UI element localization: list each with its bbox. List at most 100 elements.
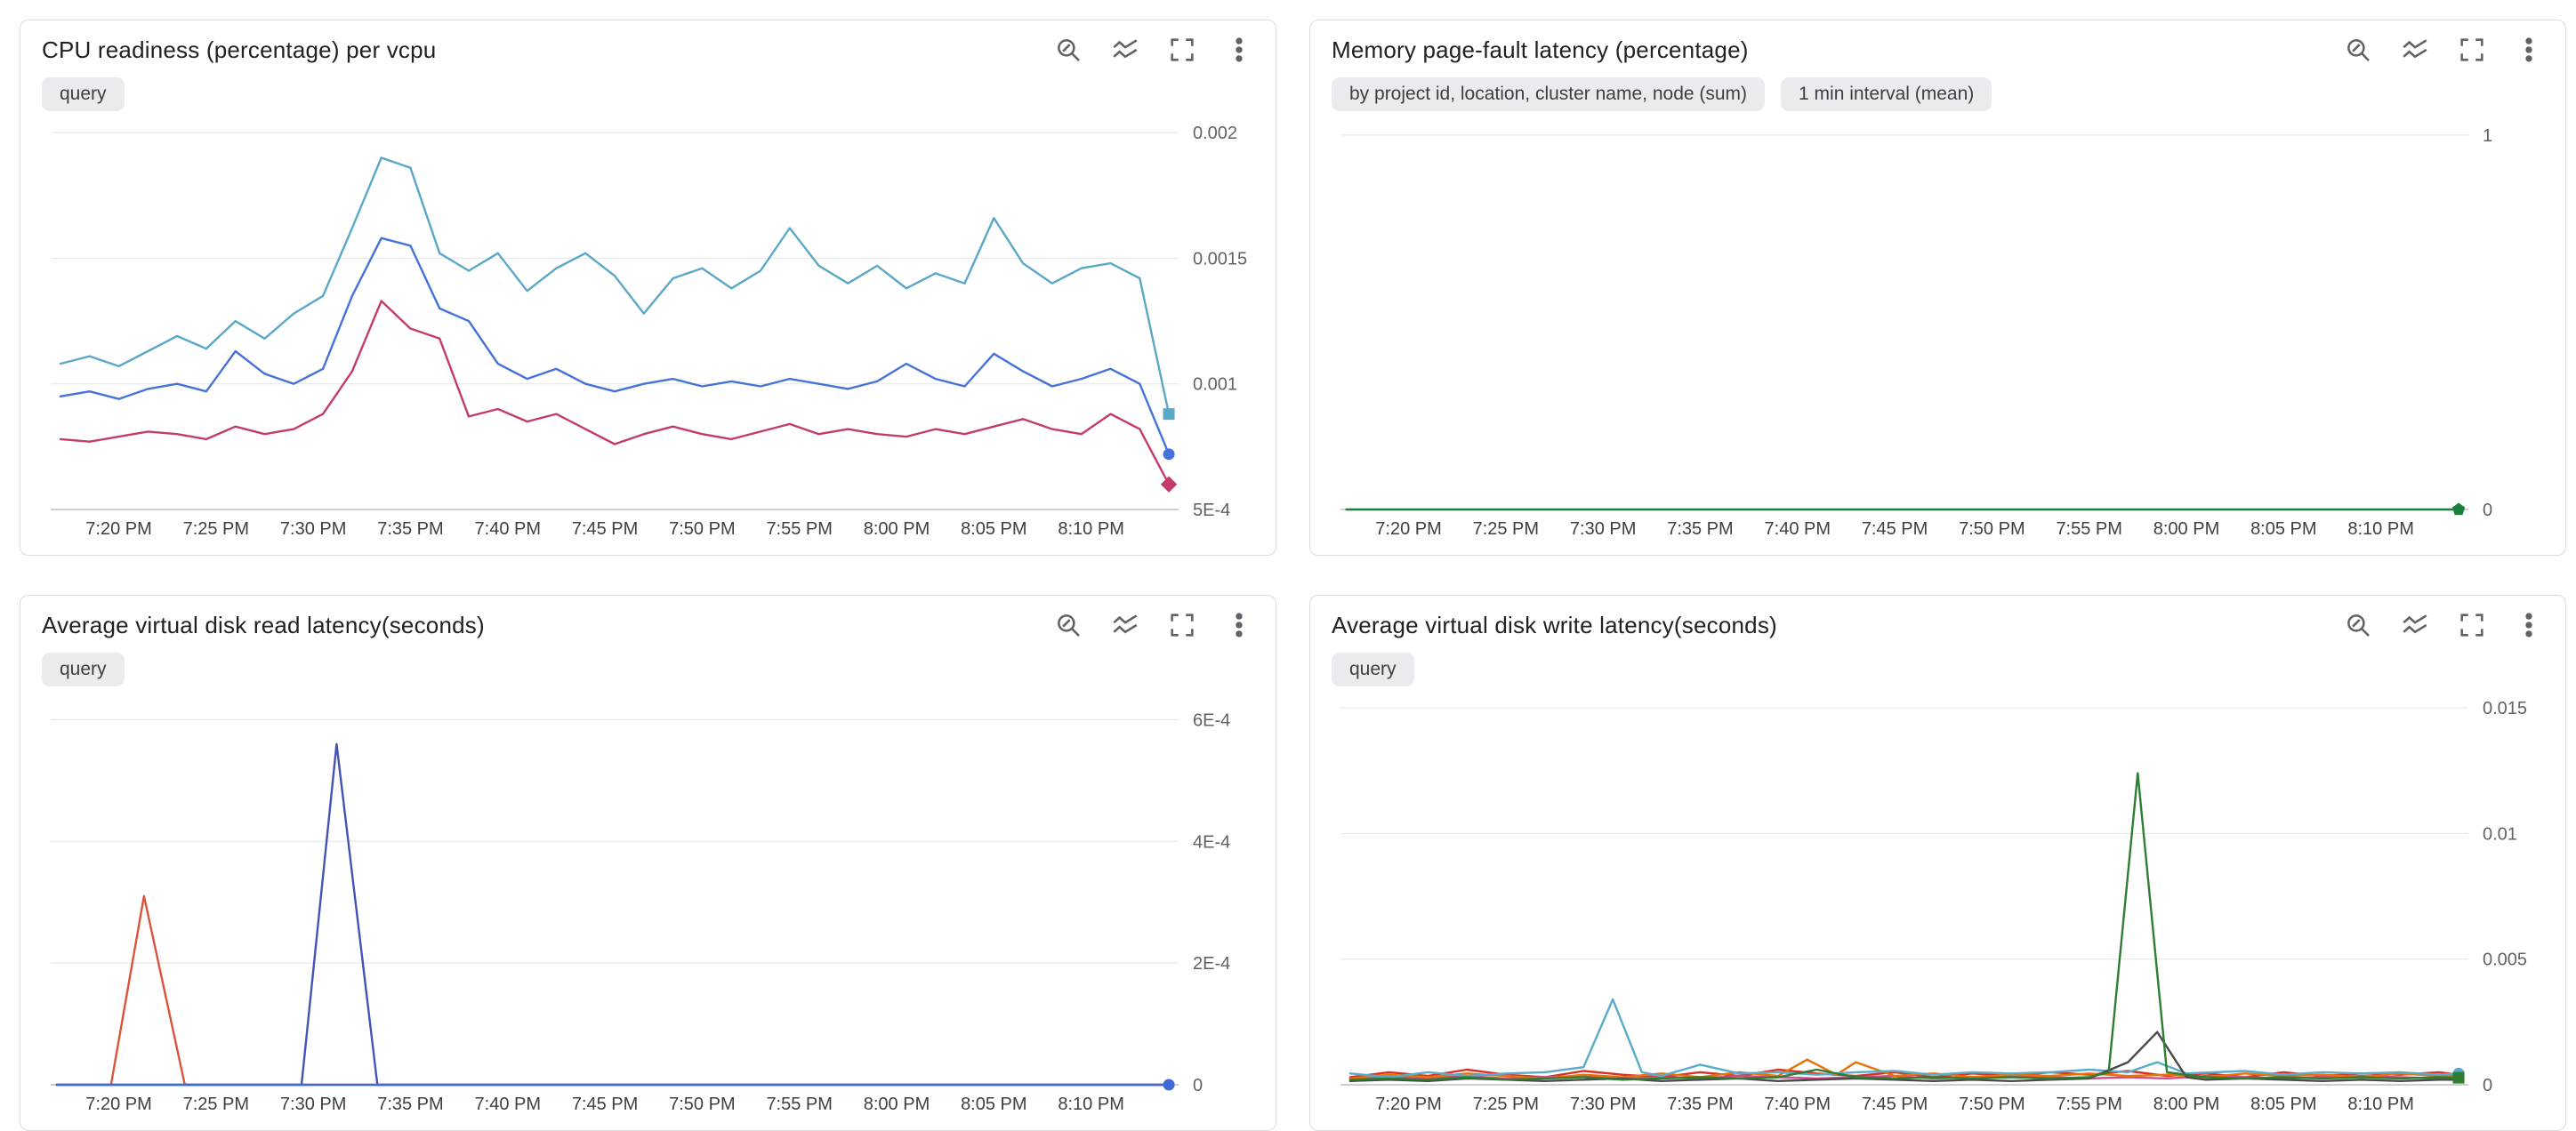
card-header: Memory page-fault latency (percentage) [1332, 35, 2544, 65]
svg-text:7:55 PM: 7:55 PM [766, 1095, 832, 1114]
card-header: Average virtual disk read latency(second… [42, 610, 1254, 640]
card-header: Average virtual disk write latency(secon… [1332, 610, 2544, 640]
fullscreen-icon [2460, 614, 2483, 637]
memory-page-fault-line-chart[interactable]: 1 0 7:20 PM 7:25 PM 7:30 PM 7:35 PM 7:40 PM 7:4… [1332, 113, 2544, 540]
fullscreen-button[interactable] [1167, 610, 1197, 640]
more-options-button[interactable] [2514, 35, 2544, 65]
svg-text:7:20 PM: 7:20 PM [1375, 519, 1441, 539]
svg-text:8:00 PM: 8:00 PM [2153, 519, 2219, 539]
svg-text:7:30 PM: 7:30 PM [280, 519, 346, 539]
stacked-lines-button[interactable] [2400, 610, 2430, 640]
svg-text:7:20 PM: 7:20 PM [1375, 1095, 1441, 1114]
stacked-lines-icon [2403, 614, 2427, 634]
svg-text:7:40 PM: 7:40 PM [475, 1095, 541, 1114]
svg-text:7:50 PM: 7:50 PM [1959, 1095, 2025, 1114]
svg-text:7:45 PM: 7:45 PM [572, 1095, 638, 1114]
chart-card-memory-page-fault: Memory page-fault latency (percentage) b… [1309, 20, 2566, 556]
svg-text:8:00 PM: 8:00 PM [864, 519, 930, 539]
fullscreen-icon [1171, 38, 1194, 61]
svg-text:8:00 PM: 8:00 PM [2153, 1095, 2219, 1114]
fullscreen-icon [1171, 614, 1194, 637]
fullscreen-button[interactable] [2457, 610, 2487, 640]
svg-text:7:50 PM: 7:50 PM [669, 1095, 735, 1114]
svg-text:7:55 PM: 7:55 PM [766, 519, 832, 539]
zoom-query-button[interactable] [1053, 35, 1083, 65]
chip-row: query [1332, 653, 2544, 686]
more-options-button[interactable] [2514, 610, 2544, 640]
chart-title: Average virtual disk write latency(secon… [1332, 611, 1777, 638]
svg-text:7:45 PM: 7:45 PM [1862, 519, 1928, 539]
card-header: CPU readiness (percentage) per vcpu [42, 35, 1254, 65]
disk-read-latency-line-chart[interactable]: 6E-4 4E-4 2E-4 0 7:20 PM 7:25 PM 7:30 PM 7:35 P… [42, 688, 1254, 1115]
more-options-icon [1236, 613, 1243, 638]
svg-text:7:55 PM: 7:55 PM [2056, 1095, 2121, 1114]
chip-row: query [42, 77, 1254, 111]
more-options-icon [2525, 37, 2532, 62]
svg-text:8:05 PM: 8:05 PM [2250, 519, 2316, 539]
svg-text:7:30 PM: 7:30 PM [1570, 1095, 1636, 1114]
disk-write-latency-line-chart[interactable]: 0.015 0.01 0.005 0 7:20 PM 7:25 PM 7:30 PM 7:35… [1332, 688, 2544, 1115]
svg-text:0.01: 0.01 [2483, 824, 2517, 844]
chip-row: by project id, location, cluster name, n… [1332, 77, 2544, 111]
svg-text:7:20 PM: 7:20 PM [85, 519, 151, 539]
stacked-lines-button[interactable] [1110, 610, 1140, 640]
cpu-readiness-line-chart[interactable]: 0.002 0.0015 0.001 5E-4 7:20 PM 7:25 PM 7:30 P… [42, 113, 1254, 540]
zoom-query-icon [2347, 39, 2370, 61]
groupby-chip[interactable]: by project id, location, cluster name, n… [1332, 77, 1766, 111]
svg-text:0.001: 0.001 [1193, 375, 1237, 395]
svg-text:4E-4: 4E-4 [1193, 832, 1230, 852]
chart-card-disk-write-latency: Average virtual disk write latency(secon… [1309, 595, 2566, 1131]
chart-card-cpu-readiness: CPU readiness (percentage) per vcpu quer… [20, 20, 1276, 556]
chip-row: query [42, 653, 1254, 686]
more-options-button[interactable] [1224, 610, 1254, 640]
svg-text:8:05 PM: 8:05 PM [961, 519, 1026, 539]
zoom-query-icon [1058, 39, 1080, 61]
chart-title: Average virtual disk read latency(second… [42, 611, 485, 638]
svg-text:8:05 PM: 8:05 PM [2250, 1095, 2316, 1114]
svg-text:0.015: 0.015 [2483, 699, 2527, 718]
fullscreen-button[interactable] [2457, 35, 2487, 65]
chart-toolbar [2343, 610, 2544, 640]
query-chip[interactable]: query [42, 653, 125, 686]
zoom-query-icon [1058, 614, 1080, 637]
svg-text:8:05 PM: 8:05 PM [961, 1095, 1026, 1114]
svg-text:7:50 PM: 7:50 PM [1959, 519, 2025, 539]
zoom-query-button[interactable] [1053, 610, 1083, 640]
svg-text:7:35 PM: 7:35 PM [377, 1095, 443, 1114]
zoom-query-button[interactable] [2343, 35, 2373, 65]
fullscreen-button[interactable] [1167, 35, 1197, 65]
svg-text:7:40 PM: 7:40 PM [1765, 519, 1831, 539]
stacked-lines-icon [1113, 39, 1138, 59]
svg-text:0.002: 0.002 [1193, 124, 1237, 143]
svg-text:8:10 PM: 8:10 PM [2347, 519, 2413, 539]
chart-title: CPU readiness (percentage) per vcpu [42, 36, 437, 63]
svg-text:0: 0 [2483, 1076, 2492, 1095]
chart-card-disk-read-latency: Average virtual disk read latency(second… [20, 595, 1276, 1131]
chart-title: Memory page-fault latency (percentage) [1332, 36, 1749, 63]
zoom-query-icon [2347, 614, 2370, 637]
svg-text:7:35 PM: 7:35 PM [1667, 519, 1733, 539]
svg-text:0.005: 0.005 [2483, 951, 2527, 970]
svg-text:0.0015: 0.0015 [1193, 249, 1247, 269]
interval-chip[interactable]: 1 min interval (mean) [1781, 77, 1992, 111]
query-chip[interactable]: query [42, 77, 125, 111]
svg-text:5E-4: 5E-4 [1193, 501, 1230, 520]
svg-text:7:25 PM: 7:25 PM [183, 519, 249, 539]
svg-text:2E-4: 2E-4 [1193, 954, 1230, 974]
fullscreen-icon [2460, 38, 2483, 61]
stacked-lines-button[interactable] [1110, 35, 1140, 65]
svg-text:1: 1 [2483, 126, 2492, 146]
svg-text:8:10 PM: 8:10 PM [1058, 519, 1123, 539]
svg-text:7:40 PM: 7:40 PM [1765, 1095, 1831, 1114]
svg-text:7:25 PM: 7:25 PM [1473, 1095, 1539, 1114]
stacked-lines-button[interactable] [2400, 35, 2430, 65]
svg-text:7:40 PM: 7:40 PM [475, 519, 541, 539]
chart-toolbar [1053, 35, 1254, 65]
query-chip[interactable]: query [1332, 653, 1414, 686]
svg-text:7:20 PM: 7:20 PM [85, 1095, 151, 1114]
more-options-button[interactable] [1224, 35, 1254, 65]
chart-toolbar [2343, 35, 2544, 65]
svg-text:7:50 PM: 7:50 PM [669, 519, 735, 539]
zoom-query-button[interactable] [2343, 610, 2373, 640]
